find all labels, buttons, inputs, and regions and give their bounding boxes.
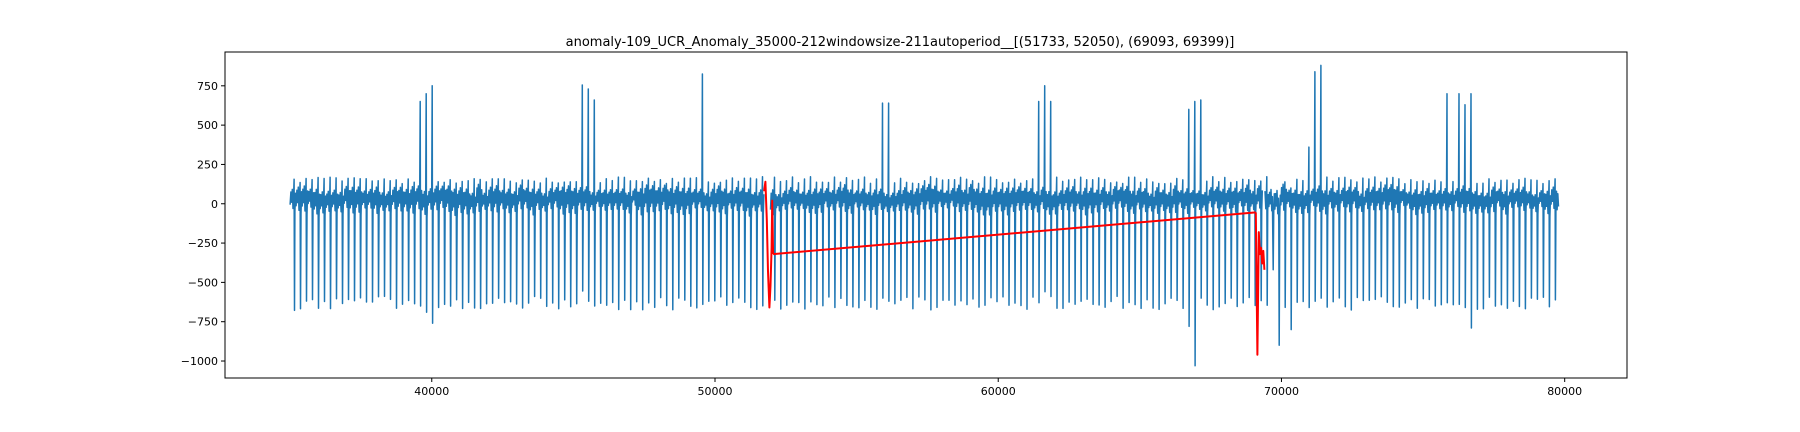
y-tick-label--1000: −1000 bbox=[181, 355, 218, 368]
x-tick-label-60000: 60000 bbox=[981, 385, 1016, 398]
axes: 40000 50000 60000 70000 80000 750 500 250 0 −250 −… bbox=[181, 51, 1628, 398]
series-line-anomaly-segment-3 bbox=[1254, 212, 1266, 356]
y-tick-label-500: 500 bbox=[197, 119, 218, 132]
series-line-anomaly-segment-2 bbox=[773, 211, 1256, 256]
series-line-anomaly-segment-1 bbox=[763, 180, 775, 309]
y-tick-label--750: −750 bbox=[188, 316, 218, 329]
x-tick-label-80000: 80000 bbox=[1547, 385, 1582, 398]
plot-frame bbox=[224, 51, 1628, 379]
y-tick-label--500: −500 bbox=[188, 276, 218, 289]
x-tick-label-40000: 40000 bbox=[414, 385, 449, 398]
chart-title: anomaly-109_UCR_Anomaly_35000-212windows… bbox=[566, 35, 1235, 50]
y-tick-label-0: 0 bbox=[211, 198, 218, 211]
y-tick-label--250: −250 bbox=[188, 237, 218, 250]
y-tick-label-250: 250 bbox=[197, 158, 218, 171]
series-line-main-part-middle bbox=[769, 85, 1264, 367]
series-line-main-part-1 bbox=[289, 73, 765, 325]
x-tick-label-70000: 70000 bbox=[1264, 385, 1299, 398]
x-tick-label-50000: 50000 bbox=[697, 385, 732, 398]
series-line-main-part-2 bbox=[1264, 64, 1560, 347]
plot-area bbox=[289, 64, 1560, 367]
y-tick-label-750: 750 bbox=[197, 80, 218, 93]
